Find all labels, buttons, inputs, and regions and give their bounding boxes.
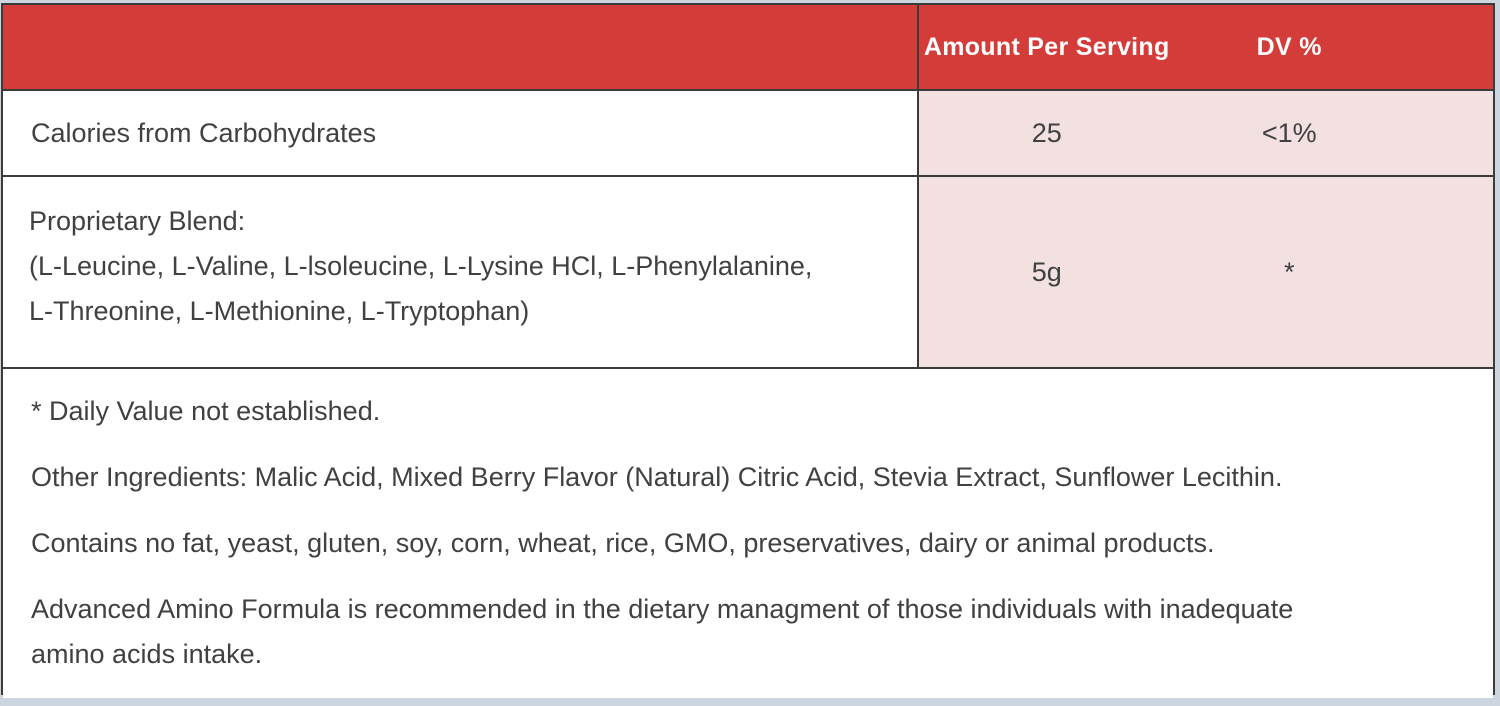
table-row-calories: Calories from Carbohydrates 25 <1% bbox=[3, 89, 1493, 175]
amount-value-proprietary-blend: 5g bbox=[1031, 256, 1062, 287]
dv-value-calories: <1% bbox=[1261, 117, 1317, 148]
footnote-other-ingredients: Other Ingredients: Malic Acid, Mixed Ber… bbox=[31, 462, 1283, 492]
row-label-proprietary-blend: Proprietary Blend: (L-Leucine, L-Valine,… bbox=[3, 177, 919, 367]
column-header-amount-per-serving: Amount Per Serving bbox=[923, 32, 1170, 61]
dv-value-proprietary-blend: * bbox=[1283, 256, 1295, 287]
table-row-proprietary-blend: Proprietary Blend: (L-Leucine, L-Valine,… bbox=[3, 175, 1493, 367]
amount-value-calories: 25 bbox=[1031, 117, 1062, 148]
facts-table: Amount Per Serving DV % Calories from Ca… bbox=[1, 3, 1495, 698]
header-empty-cell bbox=[3, 5, 919, 89]
row-label-calories: Calories from Carbohydrates bbox=[3, 91, 919, 175]
header-value-columns: Amount Per Serving DV % bbox=[919, 5, 1493, 89]
footnote-recommendation: Advanced Amino Formula is recommended in… bbox=[31, 594, 1294, 669]
row-values-calories: 25 <1% bbox=[919, 91, 1493, 175]
footnote-daily-value: * Daily Value not established. bbox=[31, 396, 381, 426]
column-header-dv-percent: DV % bbox=[1256, 32, 1322, 61]
footnote-contains-no: Contains no fat, yeast, gluten, soy, cor… bbox=[31, 528, 1215, 558]
row-values-proprietary-blend: 5g * bbox=[919, 177, 1493, 367]
table-header-row: Amount Per Serving DV % bbox=[3, 5, 1493, 89]
footnotes-section: * Daily Value not established. Other Ing… bbox=[3, 367, 1493, 698]
